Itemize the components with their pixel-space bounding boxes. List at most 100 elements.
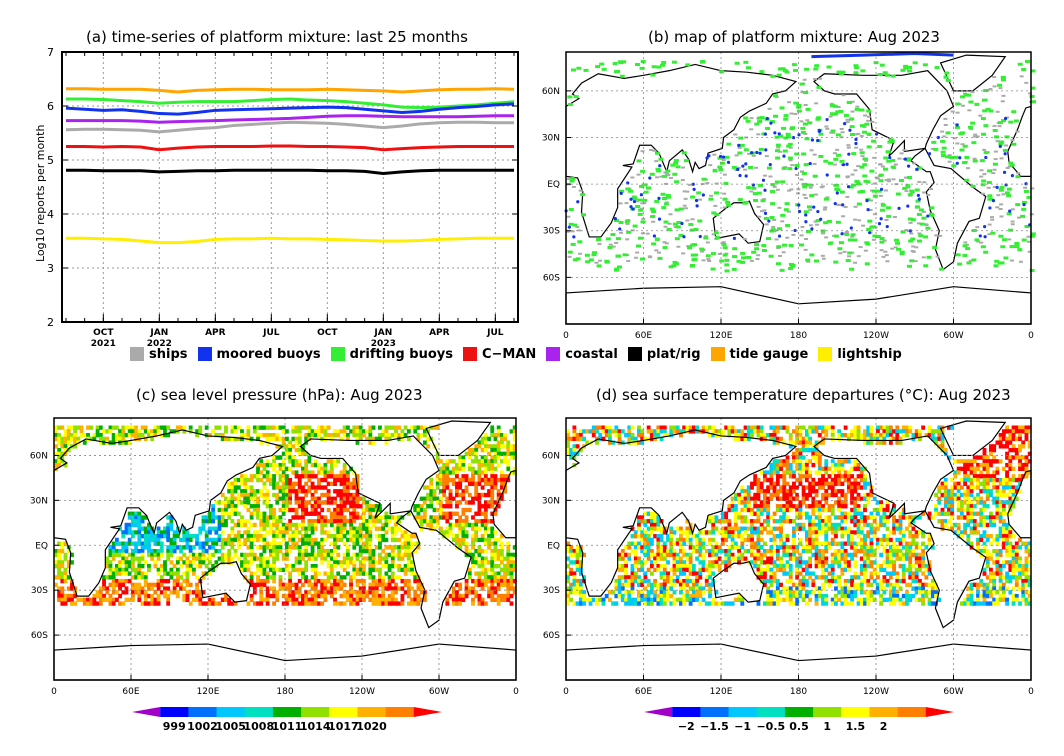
- moored-buoy-report: [705, 156, 709, 160]
- data-cell: [156, 425, 161, 430]
- drifting-buoy-report: [802, 182, 808, 186]
- drifting-buoy-report: [812, 174, 818, 178]
- drifting-buoy-report: [843, 113, 849, 117]
- data-cell: [92, 436, 97, 442]
- data-cell: [246, 425, 251, 430]
- drifting-buoy-report: [835, 133, 841, 137]
- drifting-buoy-report: [972, 159, 978, 163]
- drifting-buoy-report: [951, 164, 957, 168]
- data-cell: [827, 474, 832, 479]
- drifting-buoy-report: [866, 227, 872, 231]
- data-cell: [323, 429, 328, 434]
- data-cell: [811, 485, 816, 490]
- moored-buoy-report: [794, 166, 798, 171]
- drifting-buoy-report: [774, 180, 780, 184]
- drifting-buoy-report: [945, 78, 951, 82]
- data-cell: [304, 432, 309, 438]
- moored-buoy-report: [848, 128, 852, 132]
- data-cell: [499, 440, 504, 445]
- drifting-buoy-report: [871, 139, 877, 143]
- ship-report: [1018, 260, 1023, 263]
- ship-report: [767, 107, 772, 110]
- ship-report: [803, 248, 808, 251]
- drifting-buoy-report: [665, 169, 671, 173]
- drifting-buoy-report: [671, 60, 677, 64]
- drifting-buoy-report: [731, 165, 737, 169]
- drifting-buoy-report: [722, 197, 728, 201]
- ship-report: [893, 163, 898, 166]
- drifting-buoy-report: [740, 260, 746, 264]
- drifting-buoy-report: [833, 260, 839, 264]
- moored-buoy-report: [619, 191, 623, 195]
- data-cell: [262, 432, 267, 438]
- drifting-buoy-report: [768, 254, 774, 258]
- data-cell: [808, 474, 813, 479]
- data-cell: [480, 440, 485, 445]
- ship-report: [755, 258, 760, 261]
- y-tick-label: 3: [47, 262, 54, 275]
- data-cell: [908, 429, 913, 434]
- data-cell: [824, 429, 829, 434]
- ship-report: [664, 242, 669, 245]
- data-cell: [1018, 432, 1022, 438]
- ship-report: [987, 233, 992, 236]
- moored-buoy-report: [741, 164, 745, 168]
- lat-label: 30N: [542, 133, 560, 143]
- data-cell: [313, 432, 318, 438]
- drifting-buoy-report: [836, 70, 842, 74]
- data-cell: [323, 425, 328, 430]
- drifting-buoy-report: [596, 264, 602, 268]
- ship-report: [722, 173, 727, 176]
- ship-report: [821, 257, 826, 260]
- drifting-buoy-report: [997, 261, 1003, 265]
- ship-report: [1004, 116, 1009, 119]
- data-cell: [134, 432, 139, 438]
- ship-report: [625, 222, 630, 225]
- moored-buoy-report: [1002, 170, 1007, 174]
- drifting-buoy-report: [780, 213, 786, 217]
- ship-report: [922, 191, 927, 194]
- x-tick-label: APR: [205, 328, 226, 338]
- drifting-buoy-report: [971, 229, 977, 233]
- data-cell: [285, 429, 289, 434]
- legend-label: C−MAN: [481, 346, 537, 362]
- moored-buoy-report: [732, 236, 736, 241]
- data-cell: [578, 432, 583, 438]
- ship-report: [813, 78, 818, 81]
- ship-report: [947, 160, 952, 163]
- drifting-buoy-report: [925, 226, 931, 230]
- data-cell: [1005, 425, 1009, 430]
- moored-buoy-report: [744, 162, 748, 166]
- data-cell: [134, 436, 139, 442]
- data-cell: [291, 425, 296, 430]
- ship-report: [1026, 235, 1031, 238]
- x-tick-year-label: 2023: [371, 339, 396, 349]
- drifting-buoy-report: [572, 258, 578, 262]
- drifting-buoy-report: [900, 68, 906, 72]
- drifting-buoy-report: [584, 253, 590, 257]
- drifting-buoy-report: [994, 259, 1000, 263]
- moored-buoy-report: [915, 167, 919, 171]
- moored-buoy-report: [744, 174, 748, 178]
- data-cell: [98, 432, 103, 438]
- drifting-buoy-report: [862, 157, 868, 161]
- drifting-buoy-report: [1017, 248, 1023, 252]
- data-cell: [368, 440, 373, 445]
- data-cell: [124, 432, 129, 438]
- data-cell: [750, 432, 754, 438]
- drifting-buoy-report: [914, 205, 920, 209]
- ship-report: [663, 225, 668, 228]
- data-cell: [792, 481, 796, 486]
- ship-report: [917, 232, 922, 235]
- data-cell: [268, 436, 273, 442]
- data-cell: [998, 440, 1003, 445]
- data-cell: [214, 432, 219, 438]
- data-cell: [147, 429, 151, 434]
- data-cell: [236, 436, 241, 442]
- drifting-buoy-report: [801, 152, 807, 156]
- data-cell: [121, 429, 126, 434]
- ship-report: [955, 111, 960, 114]
- ship-report: [630, 176, 635, 179]
- drifting-buoy-report: [766, 166, 772, 170]
